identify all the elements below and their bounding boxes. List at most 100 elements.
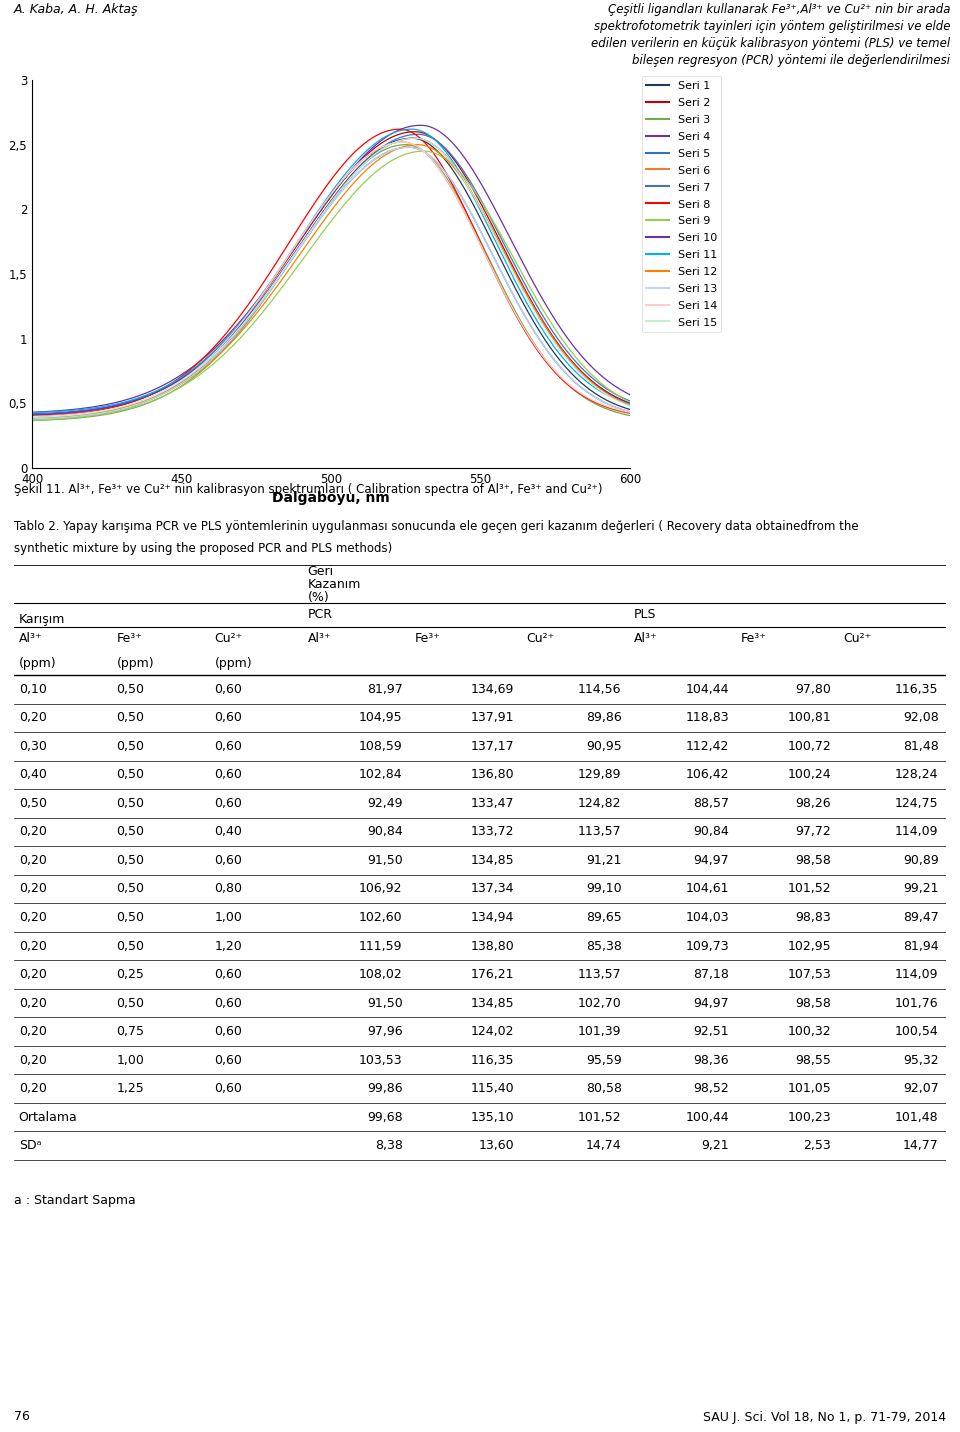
Seri 2: [570, 357, 582, 374]
Seri 9: [419, 143, 430, 160]
Text: 128,24: 128,24: [895, 769, 939, 782]
Seri 4: [532, 282, 543, 299]
Seri 2: [26, 407, 37, 424]
Text: Cu²⁺: Cu²⁺: [527, 633, 555, 646]
Text: 0,80: 0,80: [214, 882, 242, 895]
Seri 4: [393, 122, 404, 139]
Seri 6: [380, 136, 392, 153]
Seri 10: [393, 132, 404, 149]
Text: 90,89: 90,89: [902, 853, 939, 866]
Text: 113,57: 113,57: [578, 968, 622, 981]
Text: 114,09: 114,09: [895, 968, 939, 981]
Text: Cu²⁺: Cu²⁺: [844, 633, 872, 646]
Seri 15: [382, 137, 394, 155]
Text: 89,86: 89,86: [586, 712, 622, 725]
Text: Cu²⁺: Cu²⁺: [214, 633, 243, 646]
Text: 0,20: 0,20: [18, 1083, 46, 1095]
Seri 14: [532, 341, 543, 358]
Seri 11: [380, 127, 392, 145]
Seri 12: [570, 358, 582, 375]
Seri 13: [402, 139, 414, 156]
Seri 7: [26, 405, 37, 422]
Seri 6: [382, 136, 394, 153]
Text: 98,58: 98,58: [796, 997, 831, 1010]
Seri 8: [570, 382, 582, 400]
Text: 112,42: 112,42: [685, 740, 729, 753]
Text: 137,17: 137,17: [470, 740, 515, 753]
Seri 15: [393, 133, 404, 150]
Text: Şekil 11. Al³⁺, Fe³⁺ ve Cu²⁺ nin kalibrasyon spektrumları ( Calibration spectra : Şekil 11. Al³⁺, Fe³⁺ ve Cu²⁺ nin kalibra…: [14, 483, 603, 495]
Seri 4: [624, 387, 636, 404]
Text: 100,81: 100,81: [787, 712, 831, 725]
Line: Seri 6: Seri 6: [32, 142, 630, 418]
Text: 0,60: 0,60: [214, 683, 242, 696]
Text: 100,54: 100,54: [895, 1025, 939, 1038]
Line: Seri 4: Seri 4: [32, 125, 630, 412]
Text: 176,21: 176,21: [471, 968, 515, 981]
Seri 11: [28, 404, 39, 421]
Seri 10: [380, 137, 392, 155]
Text: 92,08: 92,08: [902, 712, 939, 725]
Text: Tablo 2. Yapay karışıma PCR ve PLS yöntemlerinin uygulanması sonucunda ele geçen: Tablo 2. Yapay karışıma PCR ve PLS yönte…: [14, 520, 858, 533]
Text: 0,60: 0,60: [214, 853, 242, 866]
Text: 0,20: 0,20: [18, 853, 46, 866]
Seri 14: [28, 408, 39, 425]
Text: a : Standart Sapma: a : Standart Sapma: [14, 1194, 135, 1207]
Text: 115,40: 115,40: [470, 1083, 515, 1095]
Text: 0,75: 0,75: [116, 1025, 145, 1038]
Text: 102,84: 102,84: [359, 769, 402, 782]
Seri 12: [393, 140, 404, 158]
Seri 10: [570, 358, 582, 375]
Text: 81,48: 81,48: [902, 740, 939, 753]
Seri 10: [408, 130, 420, 147]
Seri 10: [28, 407, 39, 424]
Text: Geri: Geri: [307, 566, 334, 579]
Text: 81,97: 81,97: [367, 683, 402, 696]
Text: Çeşitli ligandları kullanarak Fe³⁺,Al³⁺ ve Cu²⁺ nin bir arada
spektrofotometrik : Çeşitli ligandları kullanarak Fe³⁺,Al³⁺ …: [591, 3, 950, 67]
Seri 9: [382, 155, 394, 172]
Text: 114,56: 114,56: [578, 683, 622, 696]
Text: 99,68: 99,68: [367, 1111, 402, 1124]
Line: Seri 15: Seri 15: [32, 139, 630, 418]
Seri 2: [393, 126, 404, 143]
Seri 7: [380, 136, 392, 153]
Seri 10: [532, 306, 543, 324]
Seri 12: [26, 410, 37, 427]
Seri 2: [380, 132, 392, 149]
Text: 0,50: 0,50: [116, 882, 145, 895]
Text: 137,34: 137,34: [471, 882, 515, 895]
Text: 101,48: 101,48: [895, 1111, 939, 1124]
Line: Seri 1: Seri 1: [32, 139, 630, 418]
Seri 1: [406, 130, 418, 147]
Text: 1,00: 1,00: [116, 1054, 144, 1067]
Seri 12: [532, 305, 543, 322]
Text: 8,38: 8,38: [374, 1140, 402, 1153]
Text: 104,61: 104,61: [685, 882, 729, 895]
Seri 2: [382, 130, 394, 147]
Line: Seri 9: Seri 9: [32, 152, 630, 420]
Text: 98,52: 98,52: [693, 1083, 729, 1095]
Text: 98,36: 98,36: [693, 1054, 729, 1067]
Text: 89,65: 89,65: [586, 911, 622, 924]
Text: 0,40: 0,40: [18, 769, 46, 782]
Seri 9: [26, 411, 37, 428]
Text: 100,23: 100,23: [788, 1111, 831, 1124]
Seri 4: [28, 404, 39, 421]
Seri 7: [412, 126, 423, 143]
Seri 9: [28, 411, 39, 428]
Seri 15: [570, 361, 582, 378]
Seri 10: [26, 407, 37, 424]
Text: 134,85: 134,85: [470, 997, 515, 1010]
Seri 8: [26, 408, 37, 425]
Text: 90,95: 90,95: [586, 740, 622, 753]
Text: 0,50: 0,50: [116, 740, 145, 753]
Text: 118,83: 118,83: [685, 712, 729, 725]
Text: 116,35: 116,35: [471, 1054, 515, 1067]
Text: 137,91: 137,91: [471, 712, 515, 725]
Text: 107,53: 107,53: [787, 968, 831, 981]
Text: 0,50: 0,50: [116, 997, 145, 1010]
Seri 11: [406, 120, 418, 137]
Text: 0,20: 0,20: [18, 1054, 46, 1067]
Text: 9,21: 9,21: [701, 1140, 729, 1153]
Seri 4: [382, 127, 394, 145]
